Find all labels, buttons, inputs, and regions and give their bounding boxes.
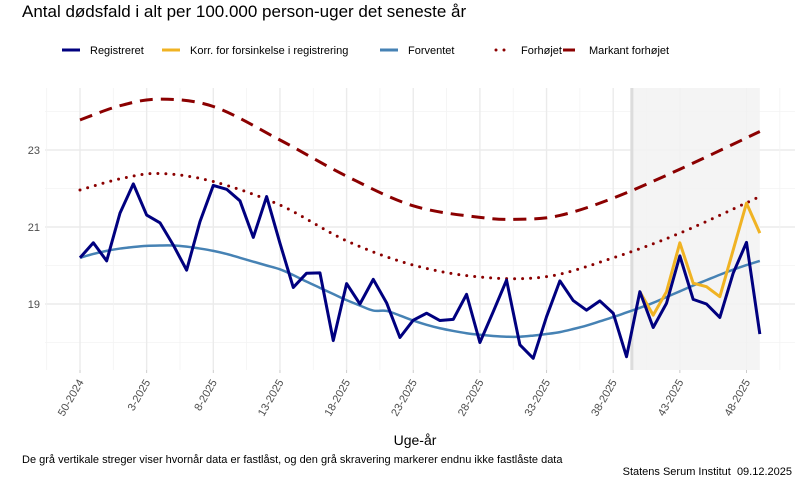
series-line-markant-forhøjet (79, 97, 761, 221)
x-tick-label: 50-2024 (56, 378, 87, 419)
x-tick-label: 43-2025 (656, 378, 687, 419)
source-date: Statens Serum Institut 09.12.2025 (623, 466, 792, 478)
chart-title: Antal dødsfald i alt per 100.000 person-… (22, 2, 467, 21)
x-tick-label: 28-2025 (456, 378, 487, 419)
x-axis-title: Uge-år (394, 432, 437, 448)
series-line-korr-for-forsinkelse-i-registrering (638, 201, 762, 317)
x-tick-label: 8-2025 (192, 378, 220, 414)
legend-label: Korr. for forsinkelse i registrering (190, 45, 348, 57)
x-tick-label: 13-2025 (256, 378, 287, 419)
y-tick-label: 21 (28, 222, 40, 234)
legend-label: Forhøjet (521, 45, 562, 57)
legend-label: Forventet (408, 45, 454, 57)
x-tick-label: 3-2025 (126, 378, 154, 414)
y-axis: 19 21 23 (28, 145, 40, 311)
x-tick-label: 18-2025 (323, 378, 354, 419)
x-tick-label: 23-2025 (389, 378, 420, 419)
x-tick-label: 38-2025 (589, 378, 620, 419)
caption: De grå vertikale streger viser hvornår d… (22, 454, 563, 466)
y-tick-label: 23 (28, 145, 40, 157)
series-line-registreret (78, 182, 762, 360)
legend-label: Markant forhøjet (589, 45, 669, 57)
legend-label: Registreret (90, 45, 144, 57)
x-axis: 50-2024 3-2025 8-2025 13-2025 18-2025 23-2025… (56, 370, 753, 418)
legend: Registreret Korr. for forsinkelse i regis… (62, 45, 669, 57)
series-lines (78, 97, 762, 360)
x-tick-label: 48-2025 (723, 378, 754, 419)
y-tick-label: 19 (28, 299, 40, 311)
x-tick-label: 33-2025 (523, 378, 554, 419)
